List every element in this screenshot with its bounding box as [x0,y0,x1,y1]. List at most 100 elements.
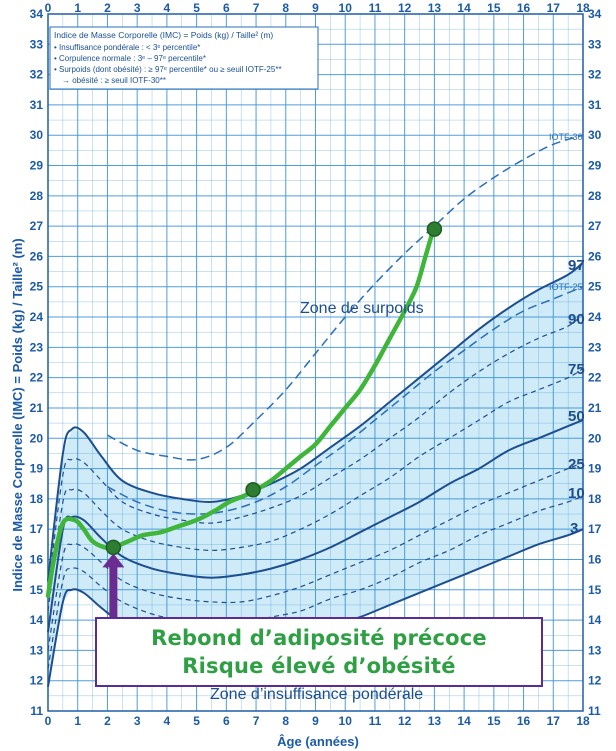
y-tick-left: 32 [30,68,44,82]
y-tick-left: 14 [30,613,44,627]
iotf-curves [107,134,584,515]
percentile-curve-75 [47,368,584,612]
percentile-label-75: 75 [568,361,585,378]
y-tick-left: 28 [30,189,44,203]
percentile-label-97: 97 [568,257,585,274]
x-tick-bottom: 12 [398,714,412,728]
y-tick-left: 23 [30,340,44,354]
patient-marker-2 [245,482,261,498]
patient-markers [105,221,443,556]
y-tick-right: 15 [588,583,602,597]
x-tick-bottom: 10 [339,714,353,728]
x-tick-top: 16 [517,1,531,15]
callout-line-1: Rebond d’adiposité précoce [151,626,487,650]
y-tick-left: 17 [30,522,44,536]
percentile-curve-97 [47,261,584,581]
callout-box: Rebond d’adiposité précoce Risque élevé … [95,617,543,687]
x-tick-bottom: 9 [312,714,319,728]
x-tick-top: 4 [164,1,171,15]
x-tick-top: 6 [223,1,230,15]
y-tick-left: 13 [30,643,44,657]
x-tick-bottom: 7 [253,714,260,728]
x-tick-top: 5 [193,1,200,15]
x-tick-top: 2 [104,1,111,15]
y-tick-right: 14 [588,613,602,627]
y-tick-left: 30 [30,128,44,142]
percentile-label-10: 10 [568,485,585,502]
x-tick-bottom: 4 [164,714,171,728]
percentile-label-25: 25 [568,456,585,473]
iotf-curve-iotf-25 [107,286,584,515]
y-tick-left: 34 [30,7,44,21]
x-tick-top: 10 [339,1,353,15]
y-tick-left: 12 [30,674,44,688]
legend-line-obesity: → obésité : ≥ seuil IOTF-30** [62,76,166,85]
y-tick-right: 12 [588,674,602,688]
percentile-curve-90 [47,313,584,593]
x-tick-top: 17 [547,1,561,15]
x-tick-top: 3 [134,1,141,15]
x-tick-bottom: 17 [547,714,561,728]
x-tick-bottom: 8 [282,714,289,728]
zone-underweight-label: Zone d’insuffisance pondérale [210,686,423,703]
y-tick-left: 11 [30,704,43,718]
y-tick-right: 30 [588,128,602,142]
y-tick-right: 33 [588,37,602,51]
y-tick-left: 25 [30,280,44,294]
x-tick-top: 1 [74,1,81,15]
iotf-30-label: IOTF-30 [549,132,583,142]
y-tick-left: 31 [30,98,44,112]
y-tick-right: 29 [588,159,602,173]
x-tick-top: 11 [369,1,382,15]
y-tick-left: 16 [30,552,44,566]
arrow-shaft [109,565,118,661]
x-tick-bottom: 0 [45,714,52,728]
x-tick-top: 9 [312,1,319,15]
x-tick-bottom: 18 [576,714,590,728]
percentile-label-90: 90 [568,311,585,328]
y-tick-right: 22 [588,371,602,385]
y-tick-right: 25 [588,280,602,294]
y-tick-right: 11 [588,704,601,718]
x-tick-top: 18 [576,1,590,15]
x-tick-bottom: 3 [134,714,141,728]
y-tick-right: 32 [588,68,602,82]
callout-line-2: Risque élevé d’obésité [182,654,456,678]
y-tick-left: 20 [30,431,44,445]
y-tick-right: 21 [588,401,602,415]
y-tick-right: 24 [588,310,602,324]
x-tick-top: 14 [457,1,471,15]
arrow-head [102,553,125,568]
legend-box [49,26,319,90]
y-tick-right: 28 [588,189,602,203]
iotf-25-label: IOTF-25 [549,282,583,292]
y-tick-left: 29 [30,159,44,173]
x-tick-bottom: 16 [517,714,531,728]
y-tick-left: 15 [30,583,44,597]
y-tick-right: 17 [588,522,602,536]
y-tick-left: 26 [30,249,44,263]
y-tick-right: 19 [588,462,602,476]
y-axis-title: Indice de Masse Corporelle (IMC) = Poids… [10,238,25,591]
y-tick-right: 34 [588,7,602,21]
percentile-label-50: 50 [568,408,585,425]
percentile-label-3: 3 [570,520,578,537]
percentile-curves [47,261,584,687]
x-tick-bottom: 1 [74,714,81,728]
plot-frame [47,13,584,712]
legend-line-underweight: • Insuffisance pondérale : < 3ᵉ percenti… [54,43,200,52]
x-tick-bottom: 14 [457,714,471,728]
x-tick-bottom: 13 [428,714,442,728]
rebound-arrow [102,553,125,661]
y-tick-right: 26 [588,249,602,263]
iotf-curve-iotf-30 [107,134,584,461]
x-tick-top: 0 [45,1,52,15]
x-tick-top: 13 [428,1,442,15]
percentile-curve-50 [47,419,584,633]
patient-marker-1 [105,539,122,556]
x-tick-top: 12 [398,1,412,15]
y-tick-right: 31 [588,98,602,112]
legend-line-overweight: • Surpoids (dont obésité) : ≥ 97ᵉ percen… [54,65,282,74]
x-tick-top: 8 [282,1,289,15]
